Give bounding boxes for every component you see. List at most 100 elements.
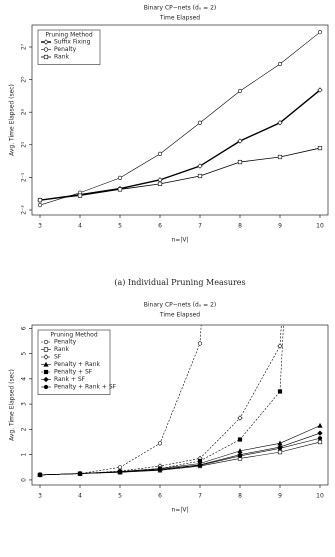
marker <box>197 163 203 169</box>
x-axis-label: n=|V| <box>172 507 189 514</box>
legend-title: Pruning Method <box>45 32 92 39</box>
marker <box>317 145 323 151</box>
marker <box>37 472 43 477</box>
legend-label: Penalty + Rank <box>54 361 101 368</box>
marker <box>197 341 203 346</box>
marker <box>77 193 83 198</box>
legend-marker <box>43 347 49 352</box>
marker <box>117 470 123 475</box>
marker <box>237 159 243 165</box>
legend-label: SF <box>54 354 62 361</box>
marker <box>157 177 163 183</box>
legend-label: Penalty + SF <box>54 369 93 376</box>
y-tick-label: 0 <box>21 478 28 482</box>
legend-marker <box>43 369 49 375</box>
marker <box>317 439 323 445</box>
marker <box>77 471 83 476</box>
legend-marker <box>43 339 49 345</box>
legend-marker <box>43 39 49 45</box>
plot-area <box>37 30 323 208</box>
y-axis-label: Avg. Time Elapsed (sec) <box>9 84 16 156</box>
x-tick-label: 9 <box>278 493 282 500</box>
y-tick-label: 6 <box>21 326 28 330</box>
x-axis-label: n=|V| <box>172 237 189 244</box>
legend-marker <box>43 361 49 367</box>
x-tick-label: 6 <box>158 493 162 500</box>
marker <box>197 463 203 468</box>
legend-marker <box>43 384 49 390</box>
x-tick-label: 9 <box>278 223 282 230</box>
legend-label: Penalty <box>54 339 77 346</box>
legend-label: Penalty + Rank + SF <box>54 384 117 391</box>
marker <box>237 415 243 421</box>
x-tick-label: 4 <box>78 223 82 230</box>
series-line <box>39 325 202 476</box>
marker <box>237 453 243 459</box>
legend-label: Rank <box>54 54 70 61</box>
x-tick-label: 10 <box>316 223 324 230</box>
marker <box>237 88 243 94</box>
marker <box>157 151 163 156</box>
y-tick-label: 2 <box>21 427 28 431</box>
plot-frame <box>31 324 329 486</box>
legend-marker <box>43 47 49 52</box>
y-tick-label: 2⁵ <box>21 76 28 83</box>
x-tick-label: 7 <box>198 223 202 230</box>
marker <box>197 120 203 125</box>
chart-subtitle: Time Elapsed <box>159 312 200 319</box>
marker <box>277 343 283 349</box>
marker <box>37 202 43 208</box>
legend-title: Pruning Method <box>50 332 97 339</box>
marker <box>197 173 203 179</box>
marker <box>277 389 283 394</box>
chart-title: Binary CP−nets (dᵤ = 2) <box>144 5 216 12</box>
plot-frame <box>31 24 329 216</box>
legend-label: Suffix Fixing <box>54 39 91 46</box>
y-tick-label: 2⁻³ <box>21 205 28 215</box>
chart-title: Binary CP−nets (dᵤ = 2) <box>144 302 216 309</box>
x-tick-label: 8 <box>238 493 242 500</box>
x-tick-label: 3 <box>38 493 42 500</box>
marker <box>317 87 323 93</box>
marker <box>277 61 283 67</box>
x-tick-label: 7 <box>198 493 202 500</box>
marker <box>317 436 323 441</box>
y-tick-label: 3 <box>21 402 28 406</box>
y-tick-label: 2¹ <box>21 141 28 148</box>
marker <box>117 187 123 192</box>
legend-box <box>37 329 111 395</box>
marker <box>237 138 243 144</box>
marker <box>277 446 283 451</box>
legend-label: Rank + SF <box>54 376 86 383</box>
marker <box>157 181 163 186</box>
x-tick-label: 8 <box>238 223 242 230</box>
legend-marker <box>43 354 49 360</box>
series-line <box>39 89 321 201</box>
y-tick-label: 4 <box>21 377 28 381</box>
x-tick-label: 3 <box>38 223 42 230</box>
y-tick-label: 2³ <box>21 108 28 115</box>
y-tick-label: 5 <box>21 351 28 355</box>
legend-box <box>37 29 101 65</box>
series-line <box>39 437 321 476</box>
marker <box>277 120 283 126</box>
marker <box>37 198 43 203</box>
legend-marker <box>43 54 49 60</box>
marker <box>157 441 163 446</box>
marker <box>117 175 123 180</box>
legend-label: Penalty <box>54 46 77 53</box>
x-tick-label: 10 <box>316 493 324 500</box>
y-tick-label: 2⁻¹ <box>21 172 28 182</box>
marker <box>317 430 323 436</box>
x-tick-label: 4 <box>78 493 82 500</box>
plot-area <box>37 325 323 478</box>
x-tick-label: 5 <box>118 493 122 500</box>
series-line <box>39 147 321 201</box>
marker <box>277 450 283 455</box>
chart-subtitle: Time Elapsed <box>159 15 200 22</box>
marker <box>317 422 323 428</box>
marker <box>277 154 283 160</box>
y-tick-label: 1 <box>21 453 28 457</box>
marker <box>237 437 243 442</box>
